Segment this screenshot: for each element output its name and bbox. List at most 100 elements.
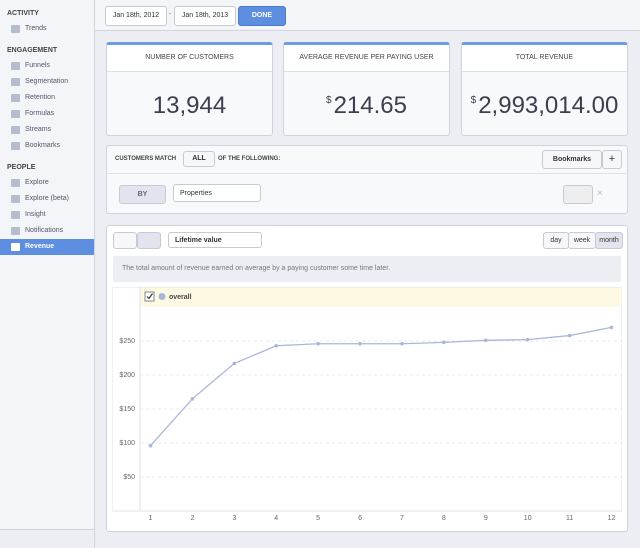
stat-card: AVERAGE REVENUE PER PAYING USER $214.65 — [283, 42, 450, 136]
x-tick-label: 4 — [274, 515, 278, 522]
x-tick-label: 7 — [400, 515, 404, 522]
nav-item[interactable]: Segmentation — [0, 74, 94, 90]
section-title: PEOPLE — [7, 164, 36, 171]
stat-label: NUMBER OF CUSTOMERS — [107, 45, 272, 72]
section-title: ENGAGEMENT — [7, 47, 58, 54]
y-tick-label: $250 — [119, 338, 135, 345]
nav-item[interactable]: Notifications — [0, 223, 94, 239]
x-tick-label: 3 — [232, 515, 236, 522]
nav-item[interactable]: Explore (beta) — [0, 191, 94, 207]
remove-button[interactable]: × — [597, 188, 603, 199]
nav-label: Insight — [25, 211, 46, 218]
x-tick-label: 8 — [442, 515, 446, 522]
data-point — [232, 361, 237, 366]
legend-swatch — [158, 293, 166, 300]
nav-label: Explore (beta) — [25, 195, 69, 202]
data-point — [190, 397, 195, 401]
data-point — [609, 325, 614, 330]
nav-item[interactable]: Trends — [0, 21, 94, 37]
nav-label: Funnels — [25, 62, 50, 69]
nav-label: Revenue — [25, 243, 55, 250]
x-tick-label: 6 — [358, 515, 362, 522]
y-tick-label: $200 — [119, 372, 135, 379]
stat-value-row: 13,944 — [107, 92, 272, 120]
legend-checkbox[interactable] — [144, 291, 155, 302]
nav-label: Bookmarks — [25, 142, 61, 149]
stat-value-row: $2,993,014.00 — [462, 92, 627, 120]
currency: $ — [326, 95, 332, 106]
data-point — [400, 341, 404, 346]
match-suffix: OF THE FOLLOWING: — [218, 156, 281, 162]
period-button[interactable]: month — [595, 232, 623, 249]
nav-icon — [11, 25, 20, 33]
done-button[interactable]: DONE — [238, 6, 286, 26]
x-tick-label: 5 — [316, 515, 320, 522]
data-point — [567, 333, 572, 338]
nav-icon — [11, 78, 20, 86]
nav-item[interactable]: Explore — [0, 175, 94, 191]
date-separator: - — [168, 11, 172, 18]
nav-icon — [11, 126, 20, 134]
period-button[interactable]: week — [568, 232, 596, 249]
description: The total amount of revenue earned on av… — [113, 256, 621, 282]
stat-label: TOTAL REVENUE — [462, 45, 627, 72]
nav-icon — [11, 227, 20, 235]
x-tick-label: 12 — [608, 515, 616, 522]
x-tick-label: 11 — [566, 515, 573, 522]
date-to[interactable]: Jan 18th, 2013 — [174, 6, 236, 26]
data-point — [148, 443, 153, 448]
legend-label: overall — [169, 294, 192, 301]
date-from[interactable]: Jan 18th, 2012 — [105, 6, 167, 26]
nav-icon — [11, 94, 20, 102]
stat-value: 13,944 — [152, 92, 227, 119]
sidebar: ACTIVITY Trends ENGAGEMENT Funnels Segmentat… — [0, 0, 95, 548]
bookmarks-button[interactable]: Bookmarks — [542, 150, 602, 169]
match-label: CUSTOMERS MATCH — [115, 156, 177, 162]
nav-label: Retention — [25, 94, 55, 101]
y-tick-label: $150 — [119, 406, 135, 413]
nav-item[interactable]: Streams — [0, 122, 94, 138]
x-tick-label: 9 — [484, 515, 488, 522]
y-tick-label: $100 — [119, 440, 135, 447]
checkmark — [146, 293, 153, 300]
nav-item[interactable]: Retention — [0, 90, 94, 106]
x-tick-label: 1 — [149, 515, 153, 522]
property-select[interactable]: Properties — [173, 184, 261, 202]
section-title: ACTIVITY — [7, 10, 39, 17]
currency: $ — [470, 95, 477, 106]
stat-value: 2,993,014.00 — [478, 92, 619, 119]
nav-label: Explore — [25, 179, 49, 186]
disabled-select — [563, 185, 593, 204]
data-point — [316, 341, 320, 346]
nav-icon — [11, 211, 20, 219]
nav-icon — [11, 110, 20, 118]
nav-item[interactable]: Funnels — [0, 58, 94, 74]
stat-label: AVERAGE REVENUE PER PAYING USER — [284, 45, 449, 72]
nav-item[interactable]: Insight — [0, 207, 94, 223]
x-tick-label: 2 — [190, 515, 194, 522]
line-view-button[interactable] — [137, 232, 161, 249]
stat-value-row: $214.65 — [284, 92, 449, 120]
metric-select[interactable]: Lifetime value — [168, 232, 262, 248]
nav-icon — [11, 179, 20, 187]
match-select[interactable]: ALL — [183, 151, 215, 167]
table-view-button[interactable] — [113, 232, 137, 249]
period-button[interactable]: day — [543, 232, 569, 249]
stat-card: NUMBER OF CUSTOMERS 13,944 — [106, 42, 273, 136]
nav-icon — [11, 195, 20, 203]
nav-item[interactable]: Formulas — [0, 106, 94, 122]
nav-item[interactable]: Bookmarks — [0, 138, 94, 154]
nav-label: Segmentation — [25, 78, 69, 85]
data-point — [442, 340, 446, 345]
stat-value: 214.65 — [333, 92, 407, 119]
nav-label: Streams — [25, 126, 52, 133]
add-button[interactable]: + — [602, 150, 622, 169]
data-point — [358, 341, 362, 346]
by-label: BY — [119, 185, 166, 204]
nav-item[interactable]: Revenue — [0, 239, 94, 255]
nav-icon — [11, 62, 20, 70]
sidebar-footer — [0, 529, 94, 548]
nav-label: Formulas — [25, 110, 55, 117]
data-point — [274, 343, 279, 348]
